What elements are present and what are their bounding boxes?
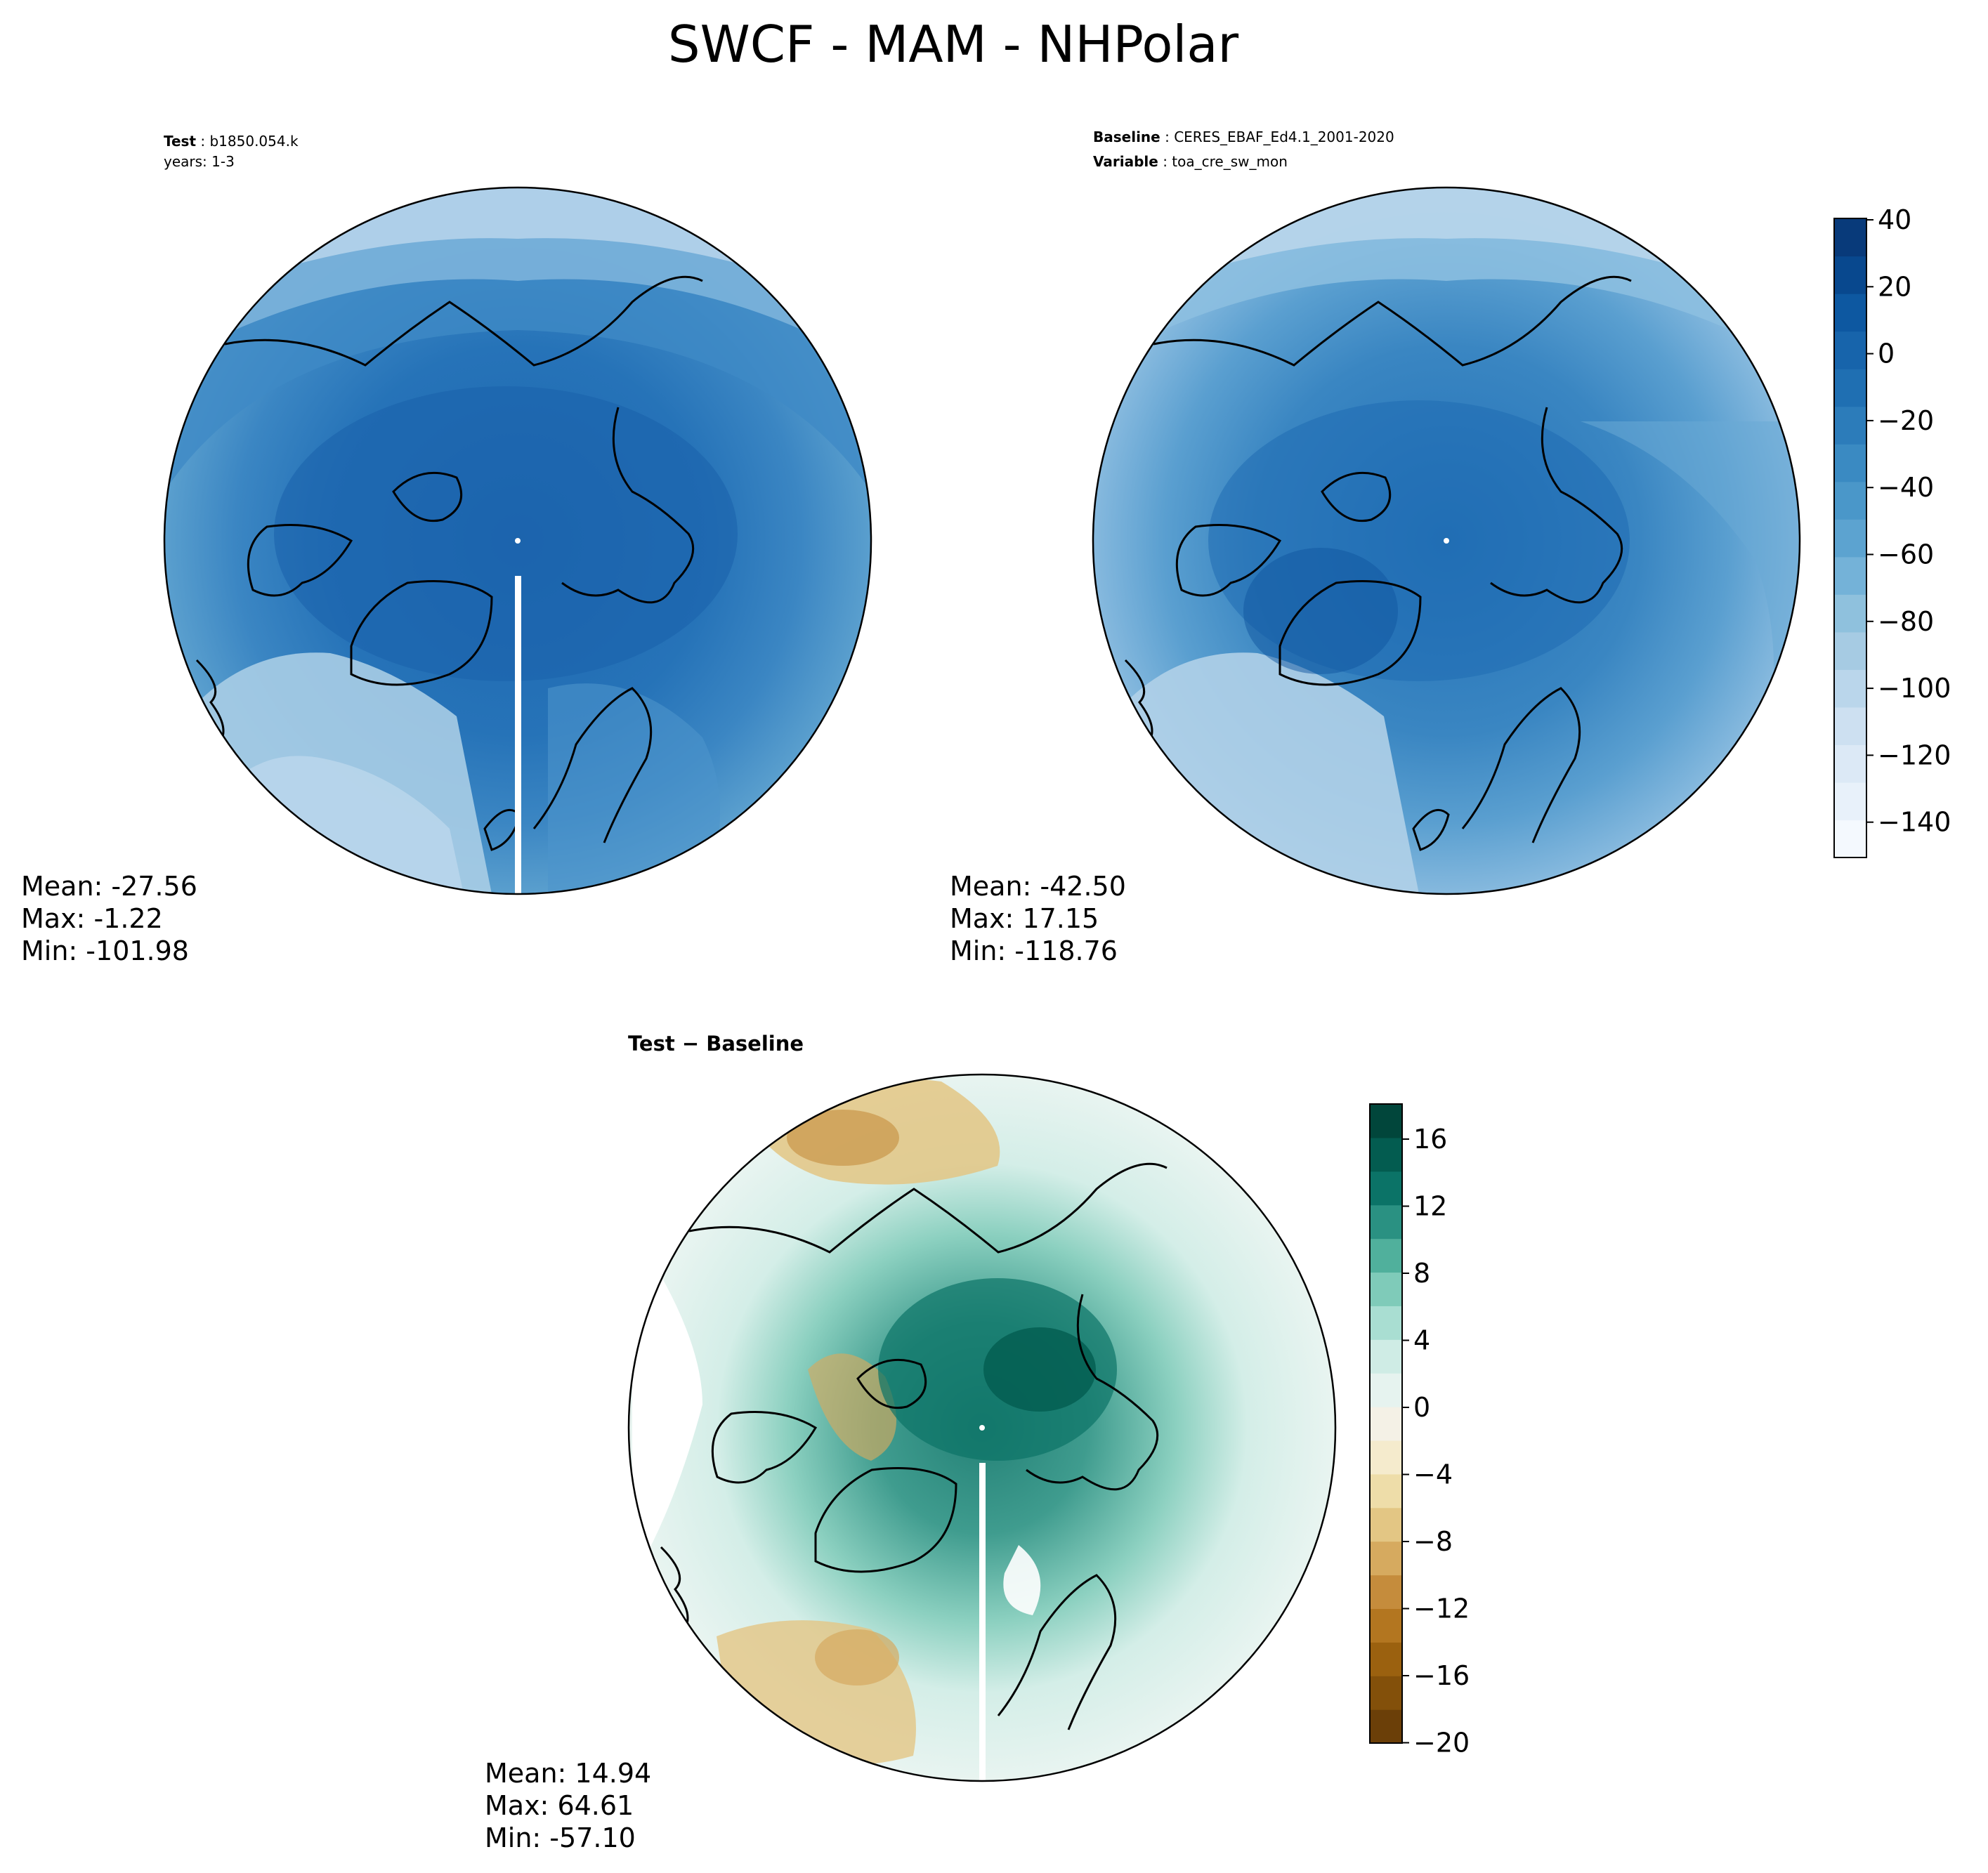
diff-colorbar-tick-label: −4 [1413,1459,1453,1490]
diff-colorbar-band [1370,1407,1402,1441]
baseline-variable-value: toa_cre_sw_mon [1172,153,1288,170]
main-colorbar-tick-label: 40 [1878,204,1911,235]
diff-colorbar-band [1370,1642,1402,1676]
diff-colorbar-tick-label: −20 [1413,1728,1470,1759]
figure-title: SWCF - MAM - NHPolar [668,15,1239,74]
baseline-max: Max: 17.15 [950,903,1099,934]
baseline-min: Min: -118.76 [950,935,1118,966]
main-colorbar-band [1834,294,1866,332]
main-colorbar-band [1834,406,1866,445]
test-min: Min: -101.98 [21,935,189,966]
diff-colorbar-band [1370,1204,1402,1240]
main-colorbar-band [1834,631,1866,670]
main-colorbar-tick-label: −100 [1878,673,1951,704]
test-max: Max: -1.22 [21,903,163,934]
main-colorbar-tick-label: −80 [1878,606,1934,637]
test-coastlines [195,275,703,851]
diff-colorbar-band [1370,1507,1402,1542]
diff-colorbar: 16 12 8 4 0 −4 −8 −12 −16 −20 [1369,1103,1470,1759]
baseline-label: Baseline : CERES_EBAF_Ed4.1_2001-2020 [1093,129,1394,145]
diff-colorbar-band [1370,1676,1402,1710]
baseline-coastlines [1124,275,1632,851]
diff-colorbar-tick-label: −16 [1413,1660,1470,1691]
main-colorbar-band [1834,669,1866,708]
main-colorbar-tick-label: −140 [1878,807,1951,838]
main-colorbar-band [1834,218,1866,257]
test-mean: Mean: -27.56 [21,871,197,902]
diff-colorbar-frame [1369,1103,1403,1744]
main-colorbar-band [1834,519,1866,558]
test-map-border [163,186,872,895]
diff-title: Test − Baseline [628,1032,804,1056]
main-colorbar-band [1834,594,1866,633]
diff-mean: Mean: 14.94 [485,1758,651,1789]
diff-map-border [627,1073,1337,1782]
main-colorbar-band [1834,444,1866,482]
diff-colorbar-band [1370,1339,1402,1374]
diff-colorbar-tick-label: 16 [1413,1124,1447,1155]
diff-max: Max: 64.61 [485,1790,634,1821]
test-panel: Test : b1850.054.k years: 1-3 [21,133,872,966]
main-colorbar-band [1834,481,1866,520]
diff-colorbar-tick-label: 4 [1413,1325,1430,1356]
diff-colorbar-band [1370,1709,1402,1744]
test-years: years: 1-3 [164,153,235,170]
main-colorbar-band [1834,256,1866,294]
diff-colorbar-band [1370,1575,1402,1610]
main-colorbar-tick-label: 0 [1878,339,1895,369]
test-label-value: b1850.054.k [209,133,298,150]
baseline-variable-key: Variable [1093,153,1158,170]
diff-colorbar-tick-label: −12 [1413,1593,1470,1624]
diff-map [629,1074,1335,1781]
main-colorbar-band [1834,369,1866,407]
diff-colorbar-band [1370,1171,1402,1206]
diff-colorbar-band [1370,1137,1402,1172]
main-colorbar-band [1834,820,1866,858]
diff-min: Min: -57.10 [485,1822,636,1853]
diff-colorbar-tick-label: −8 [1413,1526,1453,1557]
main-colorbar-tick-label: −120 [1878,740,1951,770]
diff-colorbar-band [1370,1306,1402,1340]
main-colorbar-band [1834,782,1866,821]
baseline-variable: Variable : toa_cre_sw_mon [1093,153,1288,170]
diff-colorbar-band [1370,1608,1402,1643]
test-label-key: Test [164,133,196,150]
baseline-label-value: CERES_EBAF_Ed4.1_2001-2020 [1174,129,1394,145]
diff-colorbar-tick-label: 0 [1413,1392,1430,1423]
diff-colorbar-band [1370,1373,1402,1407]
baseline-map-border [1092,186,1801,895]
baseline-mean: Mean: -42.50 [950,871,1126,902]
diff-colorbar-band [1370,1238,1402,1273]
diff-panel: Test − Baseline [485,1032,1470,1853]
baseline-label-key: Baseline [1093,129,1160,145]
main-colorbar-band [1834,556,1866,595]
diff-colorbar-band [1370,1440,1402,1475]
main-colorbar: 40 20 0 −20 −40 −60 −80 −100 −120 −140 [1833,204,1951,858]
main-colorbar-tick-label: 20 [1878,271,1911,302]
test-label: Test : b1850.054.k [164,133,299,150]
diff-colorbar-band [1370,1272,1402,1306]
diff-colorbar-band [1370,1104,1402,1138]
main-colorbar-tick-label: −60 [1878,539,1934,570]
diff-colorbar-band [1370,1473,1402,1509]
main-colorbar-band [1834,331,1866,369]
diff-colorbar-tick-label: 12 [1413,1191,1447,1222]
main-colorbar-tick-label: −40 [1878,472,1934,503]
main-colorbar-tick-label: −20 [1878,405,1934,436]
main-colorbar-band [1834,744,1866,783]
baseline-map [1093,188,1800,894]
baseline-panel: Baseline : CERES_EBAF_Ed4.1_2001-2020 Va… [950,129,1951,966]
diff-colorbar-tick-label: 8 [1413,1258,1430,1289]
diff-colorbar-band [1370,1541,1402,1576]
main-colorbar-frame [1833,218,1867,858]
main-colorbar-band [1834,707,1866,746]
